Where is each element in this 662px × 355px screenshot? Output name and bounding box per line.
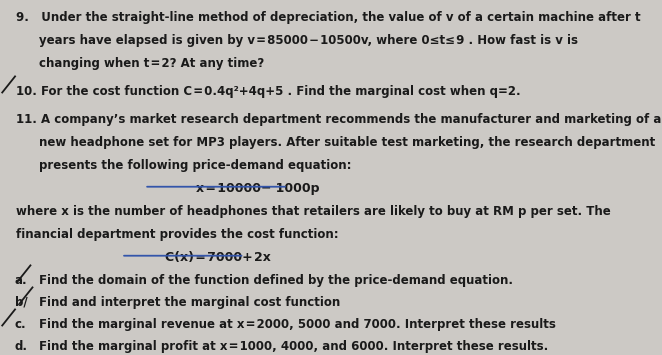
Text: where x is the number of headphones that retailers are likely to buy at RM p per: where x is the number of headphones that… — [16, 205, 611, 218]
Text: c.: c. — [15, 318, 26, 331]
Text: Find the marginal revenue at x = 2000, 5000 and 7000. Interpret these results: Find the marginal revenue at x = 2000, 5… — [39, 318, 556, 331]
Text: 9.   Under the straight-line method of depreciation, the value of v of a certain: 9. Under the straight-line method of dep… — [16, 11, 641, 24]
Text: d.: d. — [15, 340, 28, 353]
Text: presents the following price-demand equation:: presents the following price-demand equa… — [39, 159, 352, 172]
Text: b/: b/ — [15, 296, 27, 309]
Text: x = 10000− 1000p: x = 10000− 1000p — [195, 182, 319, 195]
Text: 11. A company’s market research department recommends the manufacturer and marke: 11. A company’s market research departme… — [16, 114, 661, 126]
Text: Find and interpret the marginal cost function: Find and interpret the marginal cost fun… — [39, 296, 340, 309]
Text: financial department provides the cost function:: financial department provides the cost f… — [16, 228, 339, 241]
Text: new headphone set for MP3 players. After suitable test marketing, the research d: new headphone set for MP3 players. After… — [39, 136, 655, 149]
Text: changing when t = 2? At any time?: changing when t = 2? At any time? — [39, 57, 264, 70]
Text: years have elapsed is given by v = 85000 − 10500v, where 0≤t≤ 9 . How fast is v : years have elapsed is given by v = 85000… — [39, 34, 578, 47]
Text: Find the marginal profit at x = 1000, 4000, and 6000. Interpret these results.: Find the marginal profit at x = 1000, 40… — [39, 340, 548, 353]
Text: a.: a. — [15, 274, 27, 287]
Text: 10. For the cost function C = 0.4q²+4q+5 . Find the marginal cost when q=2.: 10. For the cost function C = 0.4q²+4q+5… — [16, 85, 521, 98]
Text: C(x) = 7000+ 2x: C(x) = 7000+ 2x — [165, 251, 271, 264]
Text: Find the domain of the function defined by the price-demand equation.: Find the domain of the function defined … — [39, 274, 513, 287]
